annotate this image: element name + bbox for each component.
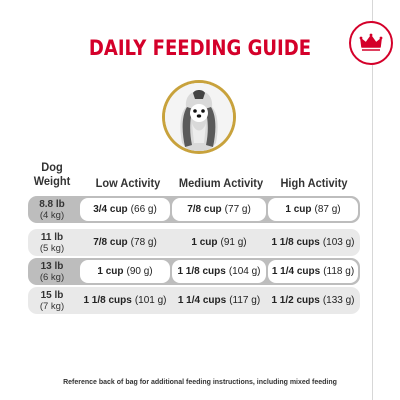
cup-amount: 7/8 cup [93, 237, 128, 248]
high-activity-header: High Activity [280, 176, 348, 190]
gram-amount: (118 g) [323, 266, 355, 277]
feeding-amount-cell: 1 1/8 cups (104 g) [172, 260, 266, 283]
dog-portrait [162, 80, 236, 154]
feeding-amount-cell: 1 1/8 cups (101 g) [80, 287, 170, 314]
cup-amount: 3/4 cup [93, 204, 128, 215]
feeding-amount-cell: 7/8 cup (77 g) [172, 198, 266, 221]
feeding-amount-cell: 1 1/4 cups (117 g) [172, 287, 266, 314]
weight-column-header: Dog Weight [30, 160, 74, 188]
feeding-amount-cell: 7/8 cup (78 g) [80, 229, 170, 256]
gram-amount: (117 g) [229, 295, 261, 306]
page-title: DAILY FEEDING GUIDE [88, 36, 312, 60]
shih-tzu-icon [165, 83, 233, 151]
table-row [28, 229, 360, 256]
gram-amount: (66 g) [130, 204, 157, 215]
feeding-amount-cell: 1 cup (91 g) [172, 229, 266, 256]
weight-lb: 15 lb [40, 289, 64, 301]
gram-amount: (77 g) [224, 204, 251, 215]
dog-weight-cell: 8.8 lb (4 kg) [28, 196, 76, 223]
weight-header-line-2: Weight [33, 174, 71, 188]
weight-kg: (7 kg) [39, 300, 65, 312]
dog-weight-cell: 13 lb (6 kg) [28, 258, 76, 285]
medium-activity-header: Medium Activity [178, 176, 264, 190]
crown-icon [359, 33, 383, 51]
feeding-amount-cell: 3/4 cup (66 g) [80, 198, 170, 221]
cup-amount: 1 1/8 cups [83, 295, 132, 306]
feeding-amount-cell: 1 1/4 cups (118 g) [268, 260, 358, 283]
cup-amount: 1 1/8 cups [271, 237, 320, 248]
cup-amount: 1 1/4 cups [177, 295, 227, 306]
low-activity-header: Low Activity [95, 176, 161, 190]
gram-amount: (87 g) [314, 204, 341, 215]
footnote: Reference back of bag for additional fee… [63, 379, 337, 386]
gram-amount: (103 g) [322, 237, 355, 248]
cup-amount: 1 1/4 cups [271, 266, 321, 277]
weight-lb: 8.8 lb [39, 198, 65, 210]
gram-amount: (91 g) [220, 237, 247, 248]
weight-lb: 13 lb [40, 260, 64, 272]
feeding-amount-cell: 1 1/2 cups (133 g) [268, 287, 358, 314]
feeding-amount-cell: 1 cup (90 g) [80, 260, 170, 283]
cup-amount: 1 1/2 cups [271, 295, 320, 306]
feeding-amount-cell: 1 cup (87 g) [268, 198, 358, 221]
dog-weight-cell: 15 lb (7 kg) [28, 287, 76, 314]
cup-amount: 7/8 cup [187, 204, 222, 215]
gram-amount: (104 g) [228, 266, 261, 277]
cup-amount: 1 cup [97, 266, 124, 277]
gram-amount: (90 g) [126, 266, 153, 277]
weight-kg: (5 kg) [39, 242, 65, 254]
cup-amount: 1 1/8 cups [177, 266, 226, 277]
gram-amount: (78 g) [130, 237, 157, 248]
weight-kg: (6 kg) [39, 271, 65, 283]
gram-amount: (101 g) [134, 295, 167, 306]
table-row [28, 287, 360, 314]
weight-lb: 11 lb [40, 231, 64, 243]
divider-line [372, 0, 373, 400]
feeding-amount-cell: 1 1/8 cups (103 g) [268, 229, 358, 256]
dog-weight-cell: 11 lb (5 kg) [28, 229, 76, 256]
cup-amount: 1 cup [285, 204, 312, 215]
gram-amount: (133 g) [322, 295, 355, 306]
crown-logo-icon [349, 21, 393, 65]
cup-amount: 1 cup [191, 237, 218, 248]
weight-kg: (4 kg) [39, 209, 65, 221]
weight-header-line-1: Dog [41, 160, 63, 174]
